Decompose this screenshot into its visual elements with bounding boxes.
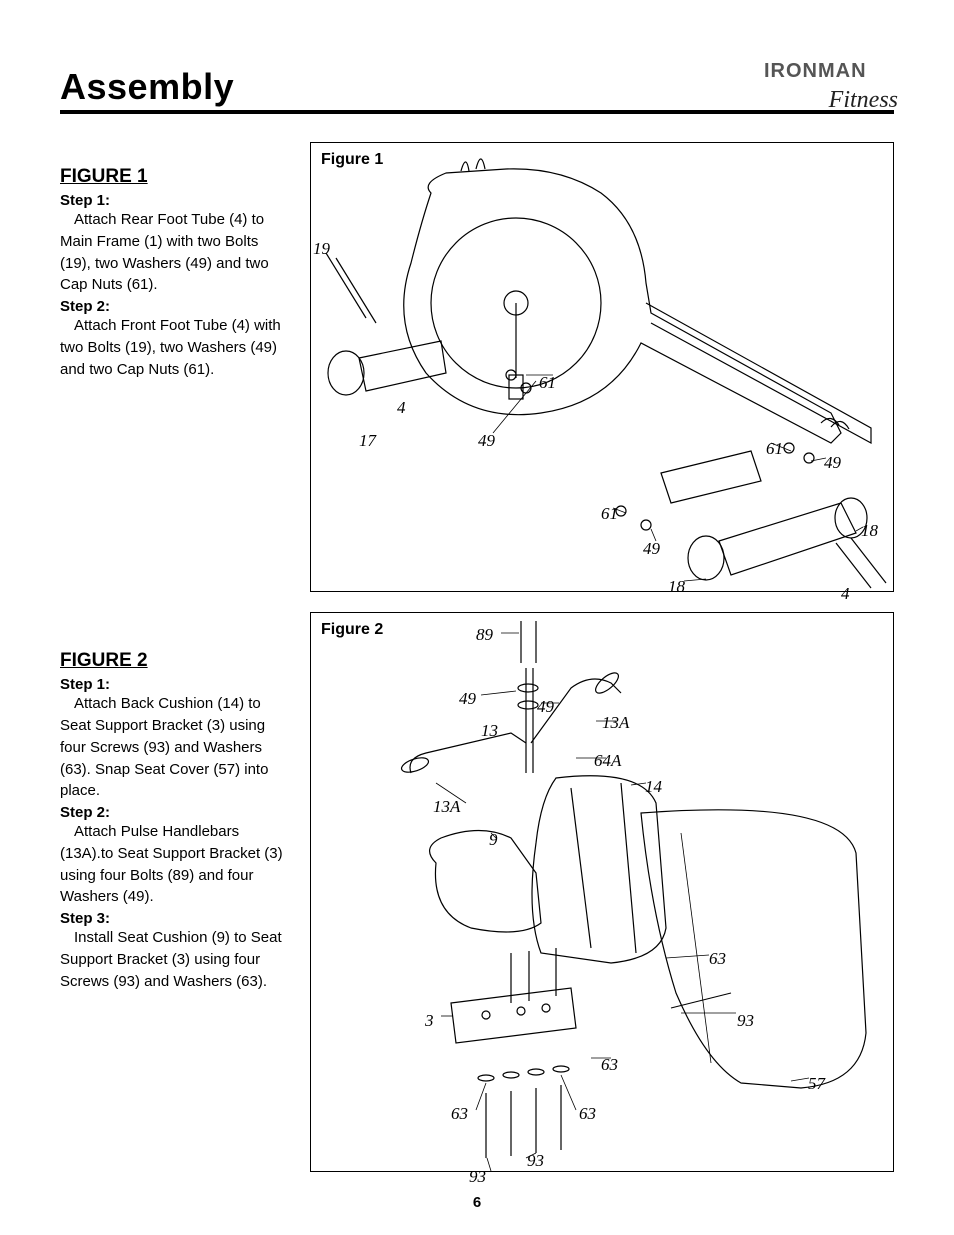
callout-label: 13 [481, 721, 498, 741]
callout-label: 3 [425, 1011, 434, 1031]
callout-label: 61 [539, 373, 556, 393]
callout-label: 14 [645, 777, 662, 797]
figures-column: Figure 1 [310, 142, 894, 1172]
callout-label: 49 [824, 453, 841, 473]
step-label: Step 2: [60, 298, 290, 315]
figure1-heading: FIGURE 1 [60, 166, 290, 188]
callout-label: 49 [478, 431, 495, 451]
figure2-instructions: FIGURE 2 Step 1: Attach Back Cushion (14… [60, 650, 290, 992]
figure2-heading: FIGURE 2 [60, 650, 290, 672]
callout-label: 61 [601, 504, 618, 524]
callout-label: 13A [433, 797, 460, 817]
brand-logo: IRONMAN Fitness [764, 60, 894, 108]
figure2-box: Figure 2 [310, 612, 894, 1172]
logo-text: IRONMAN [764, 60, 894, 83]
step-label: Step 2: [60, 804, 290, 821]
callout-label: 49 [643, 539, 660, 559]
page-number: 6 [0, 1194, 954, 1211]
callout-label: 93 [469, 1167, 486, 1187]
figure2-drawing [311, 613, 891, 1173]
callout-label: 61 [766, 439, 783, 459]
callout-label: 19 [313, 239, 330, 259]
callout-label: 9 [489, 830, 498, 850]
page-header: Assembly IRONMAN Fitness [60, 60, 894, 114]
step-body: Attach Front Foot Tube (4) with two Bolt… [60, 315, 290, 380]
page-title: Assembly [60, 66, 234, 108]
callout-label: 18 [861, 521, 878, 541]
callout-label: 93 [527, 1151, 544, 1171]
logo-script: Fitness [829, 87, 898, 114]
step-body: Attach Pulse Handlebars (13A).to Seat Su… [60, 821, 290, 908]
callout-label: 17 [359, 431, 376, 451]
callout-label: 4 [397, 398, 406, 418]
callout-label: 57 [808, 1074, 825, 1094]
callout-label: 49 [459, 689, 476, 709]
instructions-column: FIGURE 1 Step 1: Attach Rear Foot Tube (… [60, 142, 290, 1172]
callout-label: 13A [602, 713, 629, 733]
callout-label: 93 [737, 1011, 754, 1031]
step-label: Step 1: [60, 192, 290, 209]
step-label: Step 3: [60, 910, 290, 927]
callout-label: 18 [668, 577, 685, 597]
figure1-box: Figure 1 [310, 142, 894, 592]
step-body: Install Seat Cushion (9) to Seat Support… [60, 927, 290, 992]
callout-label: 64A [594, 751, 621, 771]
figure1-instructions: FIGURE 1 Step 1: Attach Rear Foot Tube (… [60, 166, 290, 380]
figure1-drawing [311, 143, 891, 593]
callout-label: 63 [709, 949, 726, 969]
step-label: Step 1: [60, 676, 290, 693]
callout-label: 4 [841, 584, 850, 604]
callout-label: 63 [451, 1104, 468, 1124]
step-body: Attach Back Cushion (14) to Seat Support… [60, 693, 290, 802]
callout-label: 63 [579, 1104, 596, 1124]
step-body: Attach Rear Foot Tube (4) to Main Frame … [60, 209, 290, 296]
callout-label: 89 [476, 625, 493, 645]
content-area: FIGURE 1 Step 1: Attach Rear Foot Tube (… [60, 142, 894, 1172]
callout-label: 49 [537, 697, 554, 717]
callout-label: 63 [601, 1055, 618, 1075]
